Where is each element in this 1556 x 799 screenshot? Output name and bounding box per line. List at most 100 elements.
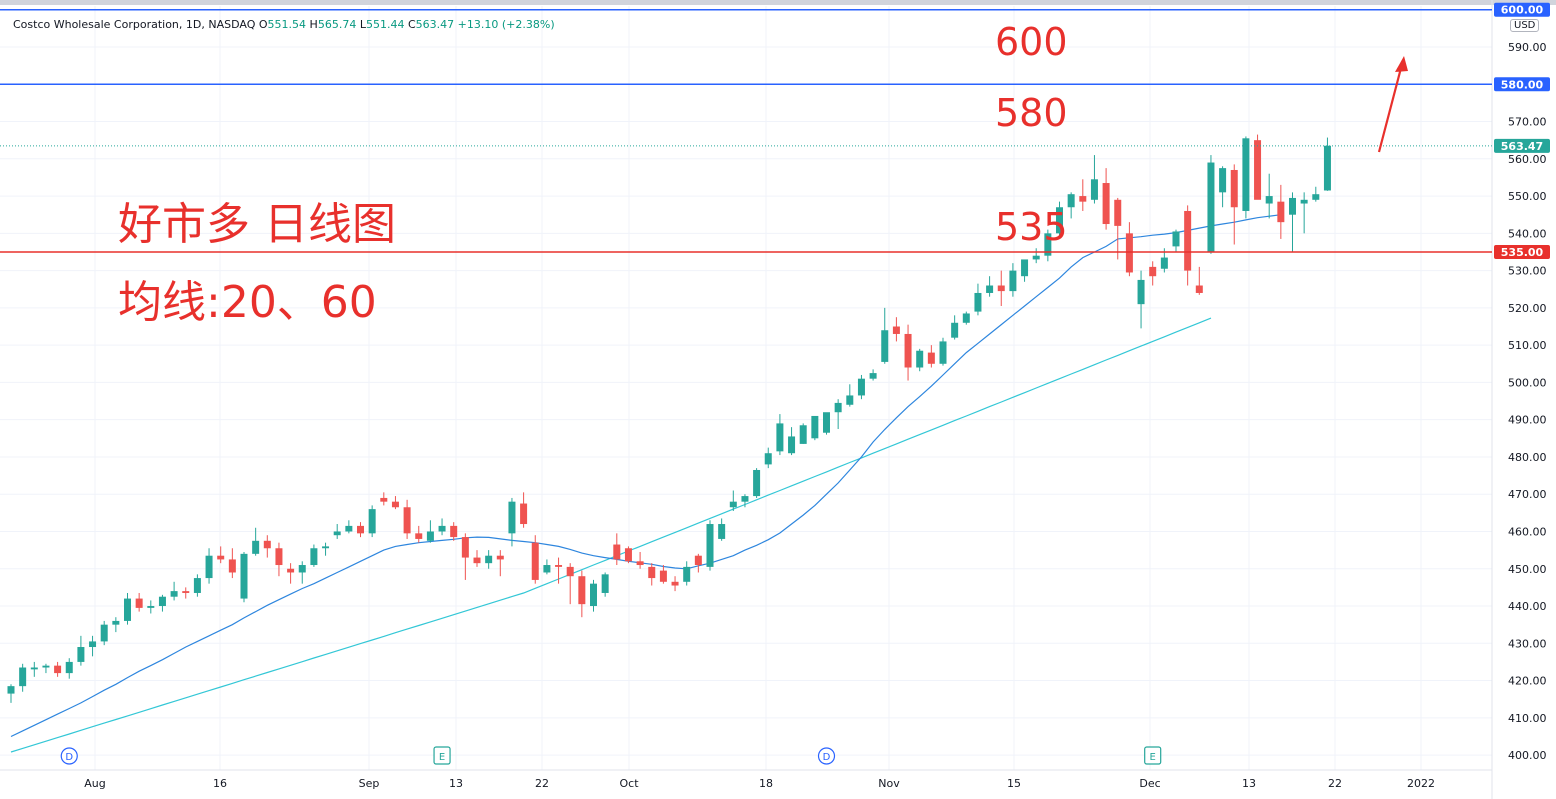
candle-body <box>624 548 632 562</box>
arrow-head <box>1395 56 1408 72</box>
candle-body <box>240 553 248 599</box>
candle-body <box>65 661 73 674</box>
candle-body <box>1265 196 1273 204</box>
candle-body <box>485 555 493 564</box>
candle-body <box>263 540 271 549</box>
candle-body <box>962 313 970 323</box>
candle-body <box>322 546 330 549</box>
candle-body <box>461 537 469 558</box>
change-value: +13.10 (+2.38%) <box>457 18 555 31</box>
candle-body <box>671 581 679 586</box>
candle-body <box>1090 179 1098 200</box>
y-tick-label: 460.00 <box>1508 525 1547 538</box>
y-tick-label: 590.00 <box>1508 41 1547 54</box>
candle-body <box>193 578 201 593</box>
level-600-annotation: 600 <box>995 20 1068 64</box>
level-580-annotation: 580 <box>995 91 1068 135</box>
level-tag-label: 600.00 <box>1501 4 1544 17</box>
y-tick-label: 410.00 <box>1508 712 1547 725</box>
candle-body <box>741 496 749 502</box>
candle-body <box>1009 270 1017 292</box>
x-tick-label: 22 <box>1328 777 1342 790</box>
level-tag <box>1494 2 1550 17</box>
candle-body <box>1032 255 1040 260</box>
candle-body <box>182 591 190 593</box>
candle-body <box>333 531 341 536</box>
arrow-shaft <box>1377 67 1403 153</box>
candle-body <box>473 557 481 564</box>
x-tick-label: 22 <box>535 777 549 790</box>
candle-body <box>1254 140 1262 200</box>
candle-body <box>718 524 726 539</box>
candle-body <box>753 469 761 497</box>
low-label: L <box>359 18 366 31</box>
candle-body <box>496 555 504 560</box>
candle-body <box>555 565 563 567</box>
candle-body <box>846 395 854 405</box>
candle-body <box>601 574 609 593</box>
x-tick-label: 13 <box>449 777 463 790</box>
chart-title-annotation: 好市多 日线图 <box>118 199 396 250</box>
candle-body <box>590 583 597 607</box>
candle-body <box>147 606 155 608</box>
candle-body <box>415 533 423 539</box>
candle-body <box>776 423 784 452</box>
candle-body <box>100 624 108 642</box>
y-tick-label: 520.00 <box>1508 302 1547 315</box>
y-tick-label: 400.00 <box>1508 749 1547 762</box>
event-marker-label: E <box>1150 752 1156 763</box>
symbol-info: Costco Wholesale Corporation, 1D, NASDAQ… <box>13 18 555 31</box>
level-tag-label: 580.00 <box>1501 78 1544 91</box>
candle-body <box>706 524 714 567</box>
candle-body <box>764 453 772 465</box>
candle-body <box>426 531 434 541</box>
x-tick-label: Dec <box>1139 777 1160 790</box>
candle-body <box>636 561 644 566</box>
y-tick-label: 480.00 <box>1508 451 1547 464</box>
candle-body <box>869 373 877 379</box>
top-border <box>0 0 1556 5</box>
y-tick-label: 470.00 <box>1508 488 1547 501</box>
candle-body <box>1184 210 1192 271</box>
candle-body <box>729 501 737 508</box>
candle-body <box>217 555 225 560</box>
candle-body <box>1102 183 1110 225</box>
dividend-marker <box>60 747 78 765</box>
candle-body <box>1044 233 1052 256</box>
earnings-marker <box>433 746 451 765</box>
x-tick-label: 2022 <box>1407 777 1435 790</box>
candle-body <box>648 566 656 579</box>
candle-body <box>1056 207 1063 234</box>
candle-body <box>158 596 166 607</box>
x-tick-label: Aug <box>84 777 105 790</box>
x-tick-label: Nov <box>878 777 900 790</box>
y-tick-label: 510.00 <box>1508 339 1547 352</box>
candle-body <box>939 341 947 364</box>
candle-body <box>881 330 889 362</box>
candle-body <box>1300 199 1308 204</box>
level-535-annotation: 535 <box>995 205 1068 249</box>
moving-average-annotation: 均线:20、60 <box>118 277 377 328</box>
candle-body <box>659 570 667 582</box>
candle-body <box>578 576 586 605</box>
x-tick-label: Oct <box>619 777 639 790</box>
candle-body <box>380 497 388 502</box>
candle-body <box>252 540 260 554</box>
open-label: O <box>258 18 268 31</box>
candle-body <box>275 548 283 566</box>
candle-body <box>566 566 574 577</box>
candle-body <box>1289 197 1296 215</box>
candle-body <box>694 555 702 566</box>
level-tag-label: 535.00 <box>1501 246 1544 259</box>
currency-button[interactable]: USD <box>1510 19 1540 32</box>
candle-body <box>1323 145 1331 191</box>
candle-body <box>986 285 994 293</box>
earnings-marker <box>1144 746 1162 765</box>
candle-body <box>927 352 935 364</box>
dividend-marker <box>817 747 836 765</box>
level-tag <box>1494 244 1550 259</box>
candle-body <box>30 667 38 670</box>
y-tick-label: 490.00 <box>1508 414 1547 427</box>
x-tick-label: 13 <box>1242 777 1256 790</box>
candle-body <box>1114 199 1122 226</box>
